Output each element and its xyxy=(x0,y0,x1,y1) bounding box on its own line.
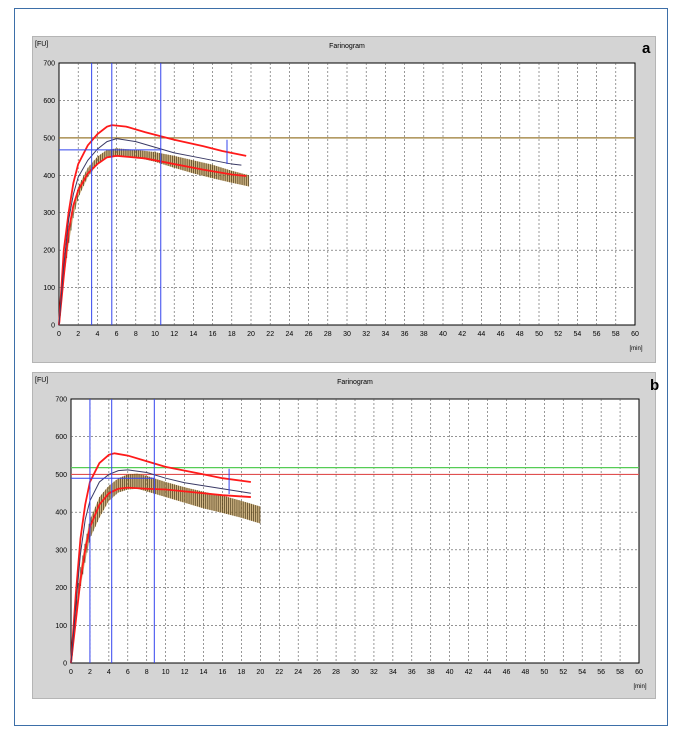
chart-title: Farinogram xyxy=(329,43,365,50)
x-tick-label: 10 xyxy=(162,669,170,676)
envelope-upper-line xyxy=(58,124,247,326)
y-tick-label: 300 xyxy=(43,210,55,217)
x-axis-label: [min] xyxy=(633,684,646,690)
farinogram-panel-b: Farinogram [FU] [min] 0 2 4 6 8 10 12 14 16 18 20 22 24… xyxy=(32,372,656,699)
x-tick-label: 46 xyxy=(497,331,505,338)
x-tick-label: 44 xyxy=(484,669,492,676)
farinogram-panel-a: Farinogram [FU] [min] 0 2 4 6 8 10 12 14 16 18 20 22 24… xyxy=(32,36,656,363)
x-tick-label: 30 xyxy=(343,331,351,338)
x-tick-label: 28 xyxy=(324,331,332,338)
x-tick-label: 40 xyxy=(439,331,447,338)
envelope-lower-line xyxy=(70,486,251,664)
x-tick-label: 40 xyxy=(446,669,454,676)
x-tick-label: 42 xyxy=(458,331,466,338)
x-tick-label: 50 xyxy=(535,331,543,338)
envelope-upper-line xyxy=(70,452,251,664)
oscillation-band xyxy=(72,473,261,656)
y-tick-label: 400 xyxy=(55,510,67,517)
y-tick-label: 700 xyxy=(55,397,67,404)
x-axis-label: [min] xyxy=(629,346,642,352)
x-tick-label: 22 xyxy=(266,331,274,338)
y-tick-label: 700 xyxy=(43,61,55,68)
x-tick-label: 52 xyxy=(554,331,562,338)
x-tick-label: 32 xyxy=(362,331,370,338)
y-tick-label: 600 xyxy=(55,434,67,441)
y-axis-label: [FU] xyxy=(35,41,48,48)
x-tick-label: 32 xyxy=(370,669,378,676)
panel-label-b: b xyxy=(650,377,660,394)
x-tick-label: 58 xyxy=(612,331,620,338)
x-tick-label: 0 xyxy=(69,669,73,676)
x-tick-label: 26 xyxy=(305,331,313,338)
y-axis-label: [FU] xyxy=(35,377,48,384)
x-tick-label: 50 xyxy=(540,669,548,676)
x-tick-label: 12 xyxy=(181,669,189,676)
x-tick-label: 20 xyxy=(256,669,264,676)
x-tick-label: 18 xyxy=(238,669,246,676)
x-tick-label: 58 xyxy=(616,669,624,676)
x-tick-label: 42 xyxy=(465,669,473,676)
y-tick-label: 500 xyxy=(55,472,67,479)
x-tick-label: 24 xyxy=(294,669,302,676)
plot-area xyxy=(58,62,636,326)
median-line xyxy=(70,469,251,664)
x-tick-label: 26 xyxy=(313,669,321,676)
y-tick-label: 600 xyxy=(43,98,55,105)
x-tick-label: 16 xyxy=(209,331,217,338)
x-tick-label: 8 xyxy=(145,669,149,676)
x-tick-label: 28 xyxy=(332,669,340,676)
x-tick-label: 18 xyxy=(228,331,236,338)
x-tick-label: 8 xyxy=(134,331,138,338)
x-tick-label: 36 xyxy=(408,669,416,676)
y-tick-label: 500 xyxy=(43,135,55,142)
x-tick-label: 6 xyxy=(126,669,130,676)
x-tick-label: 38 xyxy=(420,331,428,338)
x-tick-label: 52 xyxy=(559,669,567,676)
x-tick-label: 44 xyxy=(478,331,486,338)
farinogram-chart-a: Farinogram[FU][min]0 2 4 6 8 10 12 14 16 18 20 22 24… xyxy=(35,41,643,352)
y-tick-label: 100 xyxy=(55,623,67,630)
x-tick-label: 56 xyxy=(597,669,605,676)
x-tick-label: 4 xyxy=(95,331,99,338)
chart-title: Farinogram xyxy=(337,379,373,386)
x-tick-label: 60 xyxy=(635,669,643,676)
x-tick-label: 60 xyxy=(631,331,639,338)
x-tick-label: 30 xyxy=(351,669,359,676)
y-tick-label: 100 xyxy=(43,285,55,292)
x-tick-label: 0 xyxy=(57,331,61,338)
x-tick-label: 34 xyxy=(389,669,397,676)
x-tick-label: 14 xyxy=(190,331,198,338)
x-tick-label: 54 xyxy=(574,331,582,338)
x-tick-label: 34 xyxy=(382,331,390,338)
x-tick-label: 14 xyxy=(200,669,208,676)
x-tick-label: 20 xyxy=(247,331,255,338)
x-tick-label: 54 xyxy=(578,669,586,676)
x-tick-label: 38 xyxy=(427,669,435,676)
x-tick-label: 48 xyxy=(516,331,524,338)
x-tick-label: 2 xyxy=(76,331,80,338)
x-tick-label: 12 xyxy=(170,331,178,338)
y-tick-label: 200 xyxy=(55,585,67,592)
y-tick-label: 400 xyxy=(43,173,55,180)
y-tick-label: 0 xyxy=(51,323,55,330)
x-tick-label: 16 xyxy=(219,669,227,676)
x-tick-label: 46 xyxy=(503,669,511,676)
x-tick-label: 24 xyxy=(286,331,294,338)
y-tick-label: 200 xyxy=(43,248,55,255)
y-tick-label: 300 xyxy=(55,547,67,554)
x-tick-label: 10 xyxy=(151,331,159,338)
x-tick-label: 2 xyxy=(88,669,92,676)
panel-label-a: a xyxy=(642,40,651,57)
farinogram-chart-b: Farinogram[FU][min]0 2 4 6 8 10 12 14 16 18 20 22 24… xyxy=(35,377,647,690)
y-tick-label: 0 xyxy=(63,661,67,668)
x-tick-label: 36 xyxy=(401,331,409,338)
x-tick-label: 22 xyxy=(275,669,283,676)
x-tick-label: 48 xyxy=(522,669,530,676)
x-tick-label: 56 xyxy=(593,331,601,338)
envelope-lower-line xyxy=(58,154,247,326)
x-tick-label: 6 xyxy=(115,331,119,338)
x-tick-label: 4 xyxy=(107,669,111,676)
